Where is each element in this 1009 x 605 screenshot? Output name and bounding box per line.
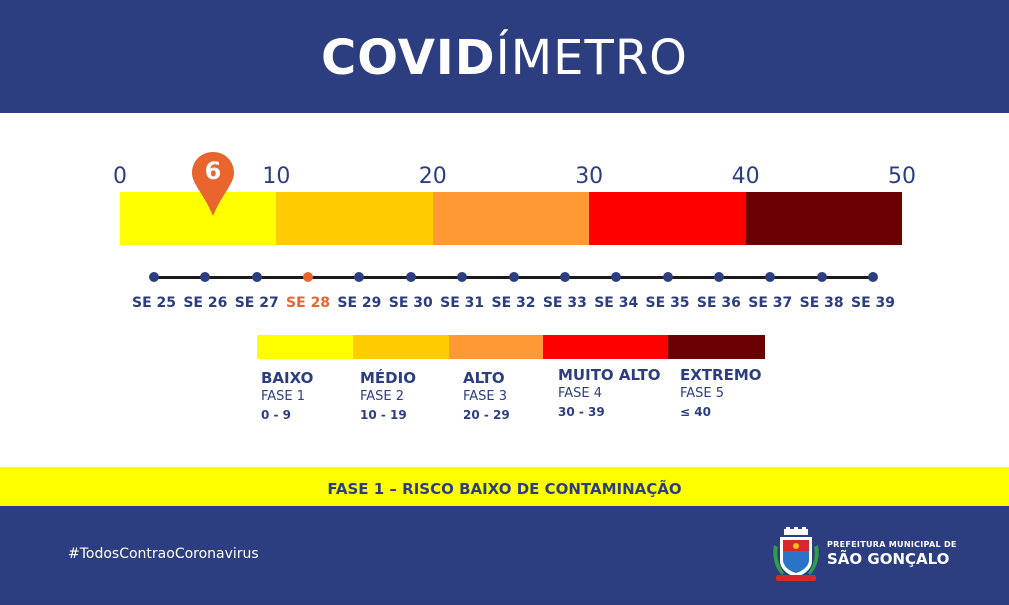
timeline-dot xyxy=(200,272,211,282)
timeline-dot xyxy=(405,272,416,282)
city-crest-icon xyxy=(773,527,819,581)
timeline-dot xyxy=(508,272,519,282)
legend-range: 30 - 39 xyxy=(558,405,605,419)
logo-line-1: PREFEITURA MUNICIPAL DE xyxy=(827,540,957,549)
logo-line-2: SÃO GONÇALO xyxy=(827,550,950,568)
week-label: SE 30 xyxy=(388,295,433,311)
phase-banner: FASE 1 – RISCO BAIXO DE CONTAMINAÇÃO xyxy=(0,467,1009,506)
week-label: SE 28 xyxy=(286,295,331,311)
week-label: SE 31 xyxy=(440,295,485,311)
title-bold: COVID xyxy=(321,30,496,86)
legend-swatch xyxy=(257,335,353,359)
legend-fase: FASE 3 xyxy=(463,389,508,404)
legend-item: MÉDIO FASE 2 10 - 19 xyxy=(360,368,416,424)
week-label: SE 25 xyxy=(131,295,176,311)
hashtag: #TodosContraoCoronavirus xyxy=(68,546,259,562)
legend-item: MUITO ALTO FASE 4 30 - 39 xyxy=(558,365,661,421)
legend-bar xyxy=(257,335,765,359)
legend-fase: FASE 4 xyxy=(558,386,603,401)
legend-swatch xyxy=(353,335,449,359)
week-label: SE 39 xyxy=(850,295,895,311)
title-light: ÍMETRO xyxy=(495,30,688,86)
timeline-dot xyxy=(354,272,365,282)
week-label: SE 26 xyxy=(183,295,228,311)
week-label: SE 38 xyxy=(799,295,844,311)
week-label: SE 37 xyxy=(748,295,793,311)
legend-fase: FASE 2 xyxy=(360,389,405,404)
week-label: SE 36 xyxy=(696,295,741,311)
footer xyxy=(0,506,1009,605)
timeline-dot xyxy=(251,272,262,282)
week-label: SE 35 xyxy=(645,295,690,311)
scale-label: 40 xyxy=(731,164,760,189)
legend-range: 10 - 19 xyxy=(360,408,407,422)
legend-item: EXTREMO FASE 5 ≤ 40 xyxy=(680,365,762,421)
timeline-dot xyxy=(765,272,776,282)
week-label: SE 33 xyxy=(542,295,587,311)
legend-item: ALTO FASE 3 20 - 29 xyxy=(463,368,510,424)
gauge-segment xyxy=(745,192,902,245)
week-label: SE 27 xyxy=(234,295,279,311)
legend-range: ≤ 40 xyxy=(680,405,711,419)
timeline-dot xyxy=(868,272,878,282)
gauge-segment xyxy=(432,192,590,245)
legend-name: ALTO xyxy=(463,369,505,387)
week-label: SE 29 xyxy=(337,295,382,311)
timeline-dot xyxy=(816,272,827,282)
legend-name: MUITO ALTO xyxy=(558,366,661,384)
timeline-dot xyxy=(457,272,468,282)
legend-range: 20 - 29 xyxy=(463,408,510,422)
scale-label: 0 xyxy=(113,164,127,189)
scale-label: 30 xyxy=(575,164,604,189)
location-pin-icon xyxy=(192,152,234,216)
scale-label: 10 xyxy=(262,164,291,189)
legend-name: EXTREMO xyxy=(680,366,762,384)
timeline-dot xyxy=(149,272,159,282)
legend-name: BAIXO xyxy=(261,369,314,387)
gauge-segment xyxy=(589,192,746,245)
scale-label: 20 xyxy=(418,164,447,189)
legend-fase: FASE 1 xyxy=(261,389,306,404)
legend-name: MÉDIO xyxy=(360,369,416,387)
week-label: SE 32 xyxy=(491,295,536,311)
header: COVIDÍMETRO xyxy=(0,0,1009,113)
legend-swatch xyxy=(668,335,765,359)
gauge-bar xyxy=(120,192,902,245)
legend-swatch xyxy=(449,335,543,359)
timeline-dot xyxy=(303,272,314,282)
legend-swatch xyxy=(543,335,668,359)
current-value: 6 xyxy=(204,157,222,185)
page-title: COVIDÍMETRO xyxy=(0,30,1009,86)
timeline-dot xyxy=(559,272,570,282)
legend-range: 0 - 9 xyxy=(261,408,292,422)
gauge-segment xyxy=(120,192,277,245)
gauge-segment xyxy=(276,192,433,245)
legend-fase: FASE 5 xyxy=(680,386,725,401)
timeline-dot xyxy=(713,272,724,282)
scale-label: 50 xyxy=(888,164,916,189)
timeline-dot xyxy=(662,272,673,282)
week-label: SE 34 xyxy=(594,295,639,311)
legend-item: BAIXO FASE 1 0 - 9 xyxy=(261,368,313,424)
timeline-dot xyxy=(611,272,622,282)
